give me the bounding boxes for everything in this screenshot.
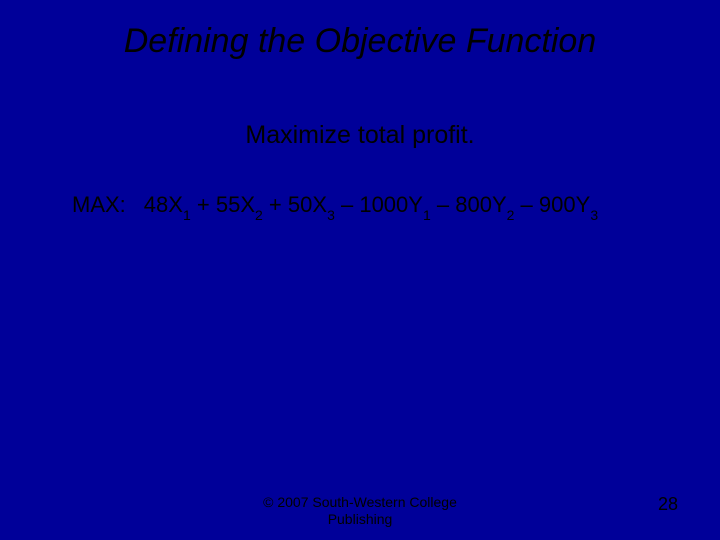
slide-title: Defining the Objective Function [0, 0, 720, 61]
slide-footer: © 2007 South-Western College Publishing … [0, 494, 720, 530]
term-3: + 50X3 [263, 192, 335, 217]
term-6: – 900Y3 [514, 192, 598, 217]
term-2: + 55X2 [191, 192, 263, 217]
slide-subtitle: Maximize total profit. [0, 121, 720, 150]
formula-label: MAX: [72, 192, 126, 217]
term-4: – 1000Y1 [335, 192, 431, 217]
page-number: 28 [658, 494, 678, 515]
term-1: 48X1 [144, 192, 191, 217]
objective-formula: MAX:48X1 + 55X2 + 50X3 – 1000Y1 – 800Y2 … [72, 192, 720, 220]
term-5: – 800Y2 [431, 192, 515, 217]
copyright-text: © 2007 South-Western College Publishing [250, 494, 470, 528]
